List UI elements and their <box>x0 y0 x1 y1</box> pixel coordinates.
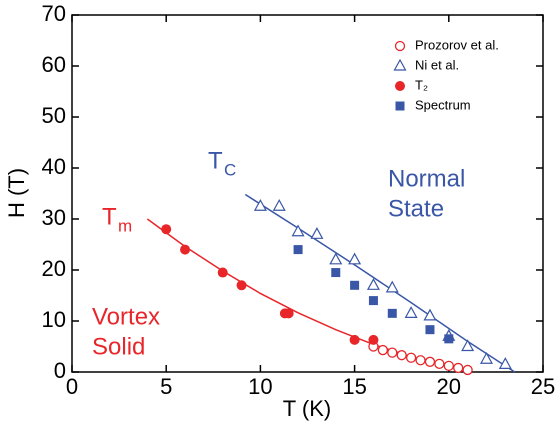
point <box>415 355 426 366</box>
point <box>377 344 389 356</box>
point <box>423 308 437 321</box>
annotation: Vortex <box>92 303 160 330</box>
annotation: Solid <box>92 333 145 360</box>
point <box>161 224 172 235</box>
point <box>368 296 378 306</box>
y-tick-label: 70 <box>42 1 66 26</box>
plot-frame <box>71 14 544 373</box>
legend-label: Spectrum <box>415 97 471 112</box>
legend-marker <box>395 101 405 111</box>
point <box>329 252 343 265</box>
annotation: Normal <box>388 165 465 192</box>
point <box>387 347 398 358</box>
y-tick-label: 50 <box>42 103 66 128</box>
x-axis-label: T (K) <box>283 396 331 421</box>
x-tick-label: 5 <box>160 374 172 399</box>
annotation-subscript: m <box>118 216 132 235</box>
point <box>283 308 294 319</box>
point <box>348 252 362 265</box>
point <box>368 334 379 345</box>
y-tick-label: 60 <box>42 52 66 77</box>
y-tick-label: 0 <box>54 358 66 383</box>
y-axis-label: H (T) <box>4 168 29 218</box>
point <box>405 352 417 363</box>
point <box>349 334 360 345</box>
x-tick-label: 20 <box>437 374 461 399</box>
point <box>425 325 435 335</box>
point <box>385 280 399 293</box>
point <box>293 245 303 255</box>
point <box>424 356 436 367</box>
x-tick-label: 10 <box>248 374 272 399</box>
y-tick-label: 30 <box>42 205 66 230</box>
x-tick-label: 15 <box>342 374 366 399</box>
point <box>236 280 247 291</box>
legend-label: T₂ <box>415 77 428 92</box>
point <box>453 362 464 374</box>
y-tick-label: 20 <box>42 256 66 281</box>
point <box>462 364 473 376</box>
annotation: T <box>208 147 223 174</box>
fit-line <box>146 218 468 372</box>
y-tick-label: 10 <box>42 307 66 332</box>
legend-label: Prozorov et al. <box>415 37 499 52</box>
annotation: T <box>102 203 117 230</box>
point <box>350 280 360 290</box>
point <box>479 352 493 364</box>
point <box>366 278 380 290</box>
x-tick-label: 0 <box>66 374 78 399</box>
point <box>498 357 512 369</box>
point <box>272 199 286 211</box>
x-tick-label: 25 <box>531 374 555 399</box>
point <box>217 267 228 278</box>
fit-line <box>244 193 516 373</box>
point <box>461 339 475 352</box>
point <box>180 244 191 255</box>
legend-label: Ni et al. <box>415 57 459 72</box>
point <box>396 350 407 361</box>
y-tick-label: 40 <box>42 154 66 179</box>
point <box>387 308 397 318</box>
point <box>444 334 454 344</box>
legend-marker <box>395 81 405 91</box>
legend-marker <box>393 58 407 71</box>
point <box>291 224 305 237</box>
point <box>404 306 418 318</box>
annotation: State <box>388 195 444 222</box>
legend-marker <box>394 40 406 52</box>
point <box>443 360 454 372</box>
point <box>434 358 445 369</box>
point <box>331 268 341 278</box>
annotation-subscript: C <box>224 160 236 179</box>
point <box>253 199 267 211</box>
point <box>310 227 324 239</box>
